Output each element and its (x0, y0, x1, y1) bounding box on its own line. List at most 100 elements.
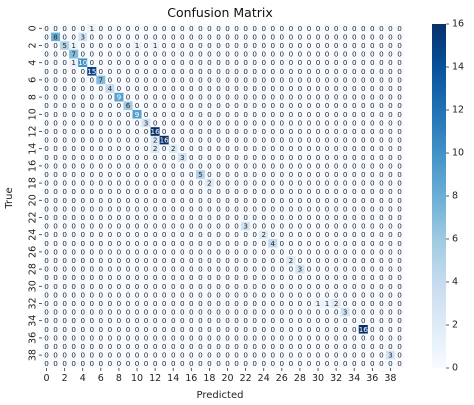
cell-value-label: 0 (135, 67, 140, 76)
heatmap-cell (177, 221, 187, 231)
cell-value-label: 0 (171, 84, 176, 93)
heatmap-cell (322, 49, 332, 59)
heatmap-cell (241, 144, 251, 154)
cell-value-label: 0 (270, 67, 275, 76)
heatmap-cell (259, 67, 269, 76)
heatmap-cell (60, 84, 70, 93)
cell-value-label: 0 (80, 299, 85, 308)
heatmap-cell (96, 264, 106, 274)
heatmap-cell (60, 264, 70, 274)
heatmap-cell (232, 282, 242, 291)
heatmap-cell (114, 178, 124, 188)
cell-value-label: 0 (80, 170, 85, 179)
heatmap-cell (268, 230, 278, 240)
cell-value-label: 0 (189, 75, 194, 84)
cell-value-label: 3 (144, 118, 149, 127)
cell-value-label: 0 (71, 196, 76, 205)
cell-value-label: 0 (270, 273, 275, 282)
cell-value-label: 0 (99, 316, 104, 325)
cell-value-label: 0 (189, 308, 194, 317)
cell-value-label: 0 (126, 204, 131, 213)
cell-value-label: 0 (171, 222, 176, 231)
heatmap-cell (358, 316, 368, 326)
heatmap-cell (277, 299, 287, 308)
heatmap-cell (340, 350, 350, 360)
heatmap-cell (114, 350, 124, 360)
heatmap-cell (105, 316, 115, 326)
cell-value-label: 0 (71, 230, 76, 239)
cell-value-label: 0 (180, 359, 185, 368)
colorbar (432, 24, 446, 368)
cell-value-label: 0 (99, 110, 104, 119)
heatmap-cell (232, 230, 242, 240)
cell-value-label: 0 (388, 144, 393, 153)
heatmap-cell (223, 221, 233, 231)
heatmap-cell (51, 84, 61, 93)
heatmap-cell (159, 290, 169, 300)
cell-value-label: 0 (270, 50, 275, 59)
heatmap-cell (168, 161, 178, 171)
heatmap-cell (168, 342, 178, 351)
cell-value-label: 0 (325, 222, 330, 231)
cell-value-label: 0 (71, 299, 76, 308)
cell-value-label: 0 (280, 153, 285, 162)
heatmap-cell (223, 118, 233, 128)
cell-value-label: 0 (234, 342, 239, 351)
heatmap-cell (313, 178, 323, 188)
cell-value-label: 0 (108, 299, 113, 308)
heatmap-cell (168, 24, 178, 33)
heatmap-cell (177, 118, 187, 128)
heatmap-cell (376, 299, 387, 308)
heatmap-cell (42, 221, 52, 231)
heatmap-cell (168, 144, 178, 154)
heatmap-cell (69, 92, 79, 102)
y-tick-label: 14 (28, 143, 39, 155)
cell-value-label: 0 (379, 342, 384, 351)
heatmap-cell (168, 84, 178, 93)
heatmap-cell (69, 144, 79, 154)
cell-value-label: 0 (270, 213, 275, 222)
heatmap-cell (268, 153, 278, 162)
cell-value-label: 0 (216, 256, 221, 265)
cell-value-label: 0 (135, 58, 140, 67)
cell-value-label: 0 (189, 256, 194, 265)
cell-value-label: 0 (99, 170, 104, 179)
cell-value-label: 0 (280, 316, 285, 325)
cell-value-label: 0 (243, 359, 248, 368)
cell-value-label: 0 (189, 67, 194, 76)
cell-value-label: 0 (289, 230, 294, 239)
heatmap-cell (42, 325, 52, 334)
heatmap-cell (376, 213, 387, 222)
cell-value-label: 0 (316, 342, 321, 351)
heatmap-cell (60, 333, 70, 343)
heatmap-cell (358, 247, 368, 257)
heatmap-cell (340, 221, 350, 231)
heatmap-cell (51, 282, 61, 291)
heatmap-cell (177, 127, 187, 136)
cell-value-label: 0 (307, 256, 312, 265)
cell-value-label: 0 (298, 136, 303, 145)
cell-value-label: 0 (388, 359, 393, 368)
heatmap-cell (358, 213, 368, 222)
cell-value-label: 0 (379, 333, 384, 342)
cell-value-label: 0 (298, 273, 303, 282)
cell-value-label: 0 (207, 316, 212, 325)
cell-value-label: 0 (135, 256, 140, 265)
heatmap-cell (394, 178, 405, 188)
cell-value-label: 0 (280, 247, 285, 256)
cell-value-label: 0 (189, 101, 194, 110)
heatmap-cell (322, 196, 332, 205)
heatmap-cell (340, 67, 350, 76)
heatmap-cell (177, 316, 187, 326)
heatmap-cell (385, 32, 396, 42)
heatmap-cell (268, 49, 278, 59)
heatmap-cell (204, 161, 215, 171)
heatmap-cell (105, 118, 115, 128)
colorbar-tick-label: 10 (452, 148, 464, 159)
heatmap-cell (223, 170, 233, 179)
heatmap-cell (241, 196, 251, 205)
heatmap-cell (385, 350, 396, 360)
cell-value-label: 0 (261, 50, 266, 59)
heatmap-cell (150, 110, 160, 119)
cell-value-label: 0 (261, 299, 266, 308)
